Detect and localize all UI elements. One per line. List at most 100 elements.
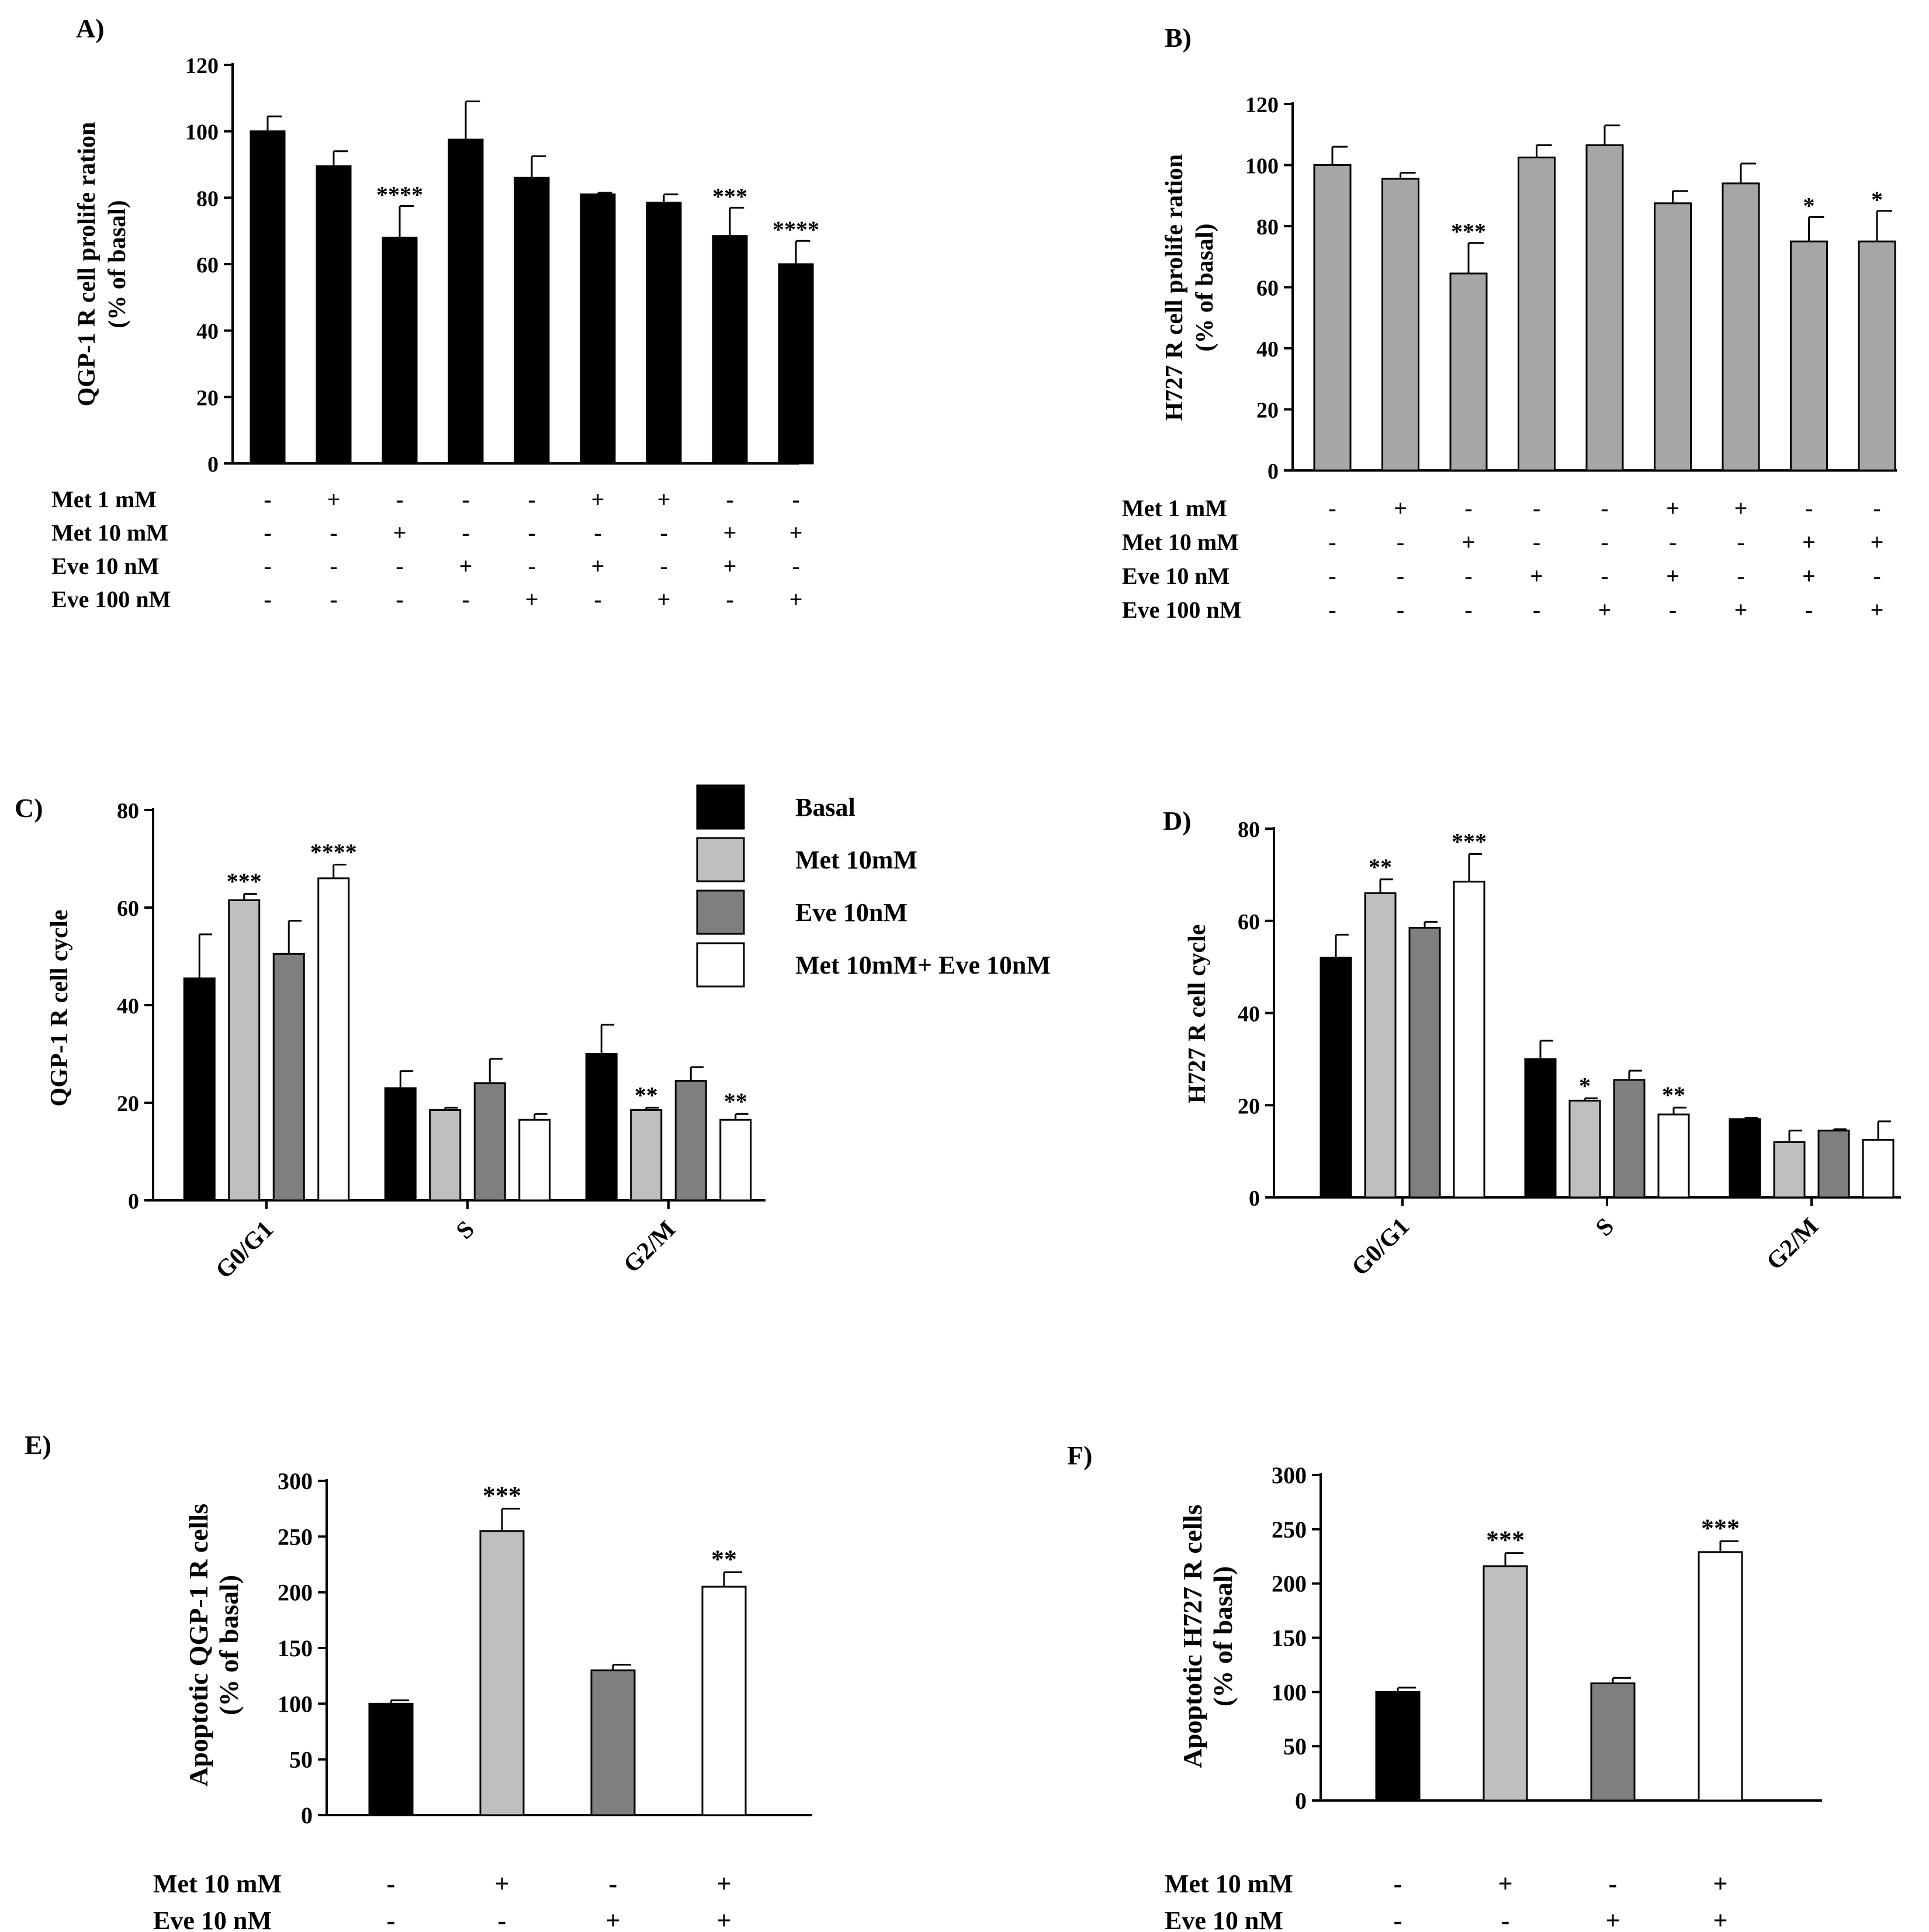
significance-label: *** [1452, 828, 1487, 854]
bar [1483, 1565, 1528, 1802]
treatment-mark: + [605, 1906, 620, 1932]
x-tick-label: G0/G1 [210, 1216, 279, 1284]
significance-label: * [1871, 186, 1883, 213]
y-tick-label: 0 [1267, 459, 1279, 484]
bar-met-10mm [1568, 1099, 1601, 1199]
significance-label: ** [724, 1088, 747, 1114]
significance-label: *** [483, 1481, 521, 1510]
y-tick-label: 100 [185, 120, 219, 145]
y-axis-label: Apoptotic QGP-1 R cells [183, 1504, 213, 1786]
legend-swatch [696, 942, 745, 988]
panel-e-chart: 0 50 100 150 200 250 300 E) Apoptotic QGP-1 R ce… [25, 1430, 812, 1932]
bar-eve-10nm [1817, 1130, 1850, 1199]
treatment-mark: - [528, 553, 535, 579]
significance-label: *** [1701, 1514, 1740, 1542]
treatment-mark: - [1328, 563, 1336, 589]
bar-basal [1729, 1118, 1761, 1199]
treatment-mark: - [1533, 495, 1540, 521]
x-tick-label: S [1591, 1213, 1619, 1242]
panel-a-chart: 0 20 40 60 80 100 120 A) QGP-1 R cell prolife ra… [51, 13, 819, 612]
treatment-mark: + [723, 520, 737, 546]
treatment-mark: - [792, 553, 799, 579]
bar-met-10mm [1364, 892, 1397, 1199]
treatment-mark: - [1397, 529, 1404, 555]
treatment-mark: - [1394, 1869, 1402, 1898]
treatment-mark: + [1666, 563, 1679, 589]
treatment-row-label: Eve 10 nM [153, 1906, 272, 1932]
y-tick-label: 20 [1238, 1094, 1260, 1119]
significance-label: ** [711, 1545, 737, 1573]
legend-swatch [696, 837, 745, 882]
treatment-mark: + [1666, 495, 1679, 521]
bar-basal [1524, 1058, 1557, 1199]
y-tick-label: 150 [1272, 1625, 1307, 1651]
bar-eve-10nm [674, 1079, 707, 1202]
treatment-mark: - [1464, 563, 1472, 589]
significance-label: ** [1369, 854, 1392, 880]
significance-label: *** [227, 868, 262, 895]
y-tick-label: 80 [117, 799, 139, 823]
treatment-mark: - [528, 520, 535, 546]
treatment-mark: + [1498, 1869, 1512, 1898]
treatment-mark: - [1601, 563, 1608, 589]
y-tick-label: 40 [1256, 337, 1279, 362]
bar-met-10mm [429, 1109, 462, 1202]
x-tick-label: S [451, 1216, 480, 1245]
bar [701, 1585, 747, 1816]
treatment-row-label: Met 10 mM [1122, 529, 1239, 555]
treatment-mark: + [327, 486, 341, 513]
significance-label: ** [1662, 1082, 1685, 1108]
treatment-mark: - [594, 520, 601, 546]
y-axis-label: H727 R cell cycle [1184, 925, 1211, 1104]
treatment-mark: - [528, 486, 535, 513]
y-tick-label: 200 [1272, 1571, 1307, 1597]
bar-met-10mm [630, 1109, 663, 1202]
treatment-mark: + [1802, 563, 1816, 589]
treatment-row-label: Met 10 mM [1165, 1869, 1293, 1898]
bar-met-10mm-eve-10nm [1657, 1113, 1690, 1199]
y-tick-label: 250 [278, 1524, 313, 1550]
treatment-mark: + [1871, 529, 1884, 555]
significance-label: **** [376, 182, 423, 208]
treatment-mark: + [657, 586, 671, 612]
treatment-mark: - [1533, 597, 1540, 623]
bar-met-10mm-eve-10nm [719, 1119, 752, 1202]
treatment-row-label: Met 10 mM [51, 520, 168, 546]
treatment-mark: - [396, 486, 403, 513]
treatment-mark: - [1805, 495, 1813, 521]
treatment-mark: + [789, 520, 803, 546]
y-tick-label: 20 [196, 386, 219, 410]
y-tick-label: 0 [301, 1802, 313, 1829]
legend-label: Met 10mM [795, 846, 917, 874]
treatment-mark: + [591, 553, 605, 579]
treatment-row-label: Met 10 mM [153, 1869, 282, 1898]
treatment-mark: - [330, 553, 337, 579]
y-tick-label: 100 [1272, 1679, 1307, 1705]
significance-label: **** [310, 839, 357, 865]
y-axis-label: (% of basal) [214, 1575, 244, 1715]
treatment-mark: - [462, 520, 469, 546]
bar-eve-10nm [272, 953, 305, 1202]
treatment-mark: - [1805, 597, 1813, 623]
treatment-mark: - [1464, 597, 1472, 623]
treatment-row-label: Eve 10 nM [1122, 563, 1230, 589]
treatment-mark: - [396, 586, 403, 612]
bar-met-10mm-eve-10nm [518, 1119, 551, 1202]
y-tick-label: 100 [278, 1691, 313, 1717]
bar [580, 193, 616, 465]
significance-label: * [1579, 1072, 1591, 1099]
bar [646, 202, 682, 465]
treatment-mark: + [789, 586, 803, 612]
bar [1449, 272, 1488, 472]
treatment-mark: - [396, 553, 403, 579]
y-tick-label: 80 [1256, 215, 1279, 240]
bar [250, 130, 286, 465]
treatment-mark: + [1598, 597, 1612, 623]
treatment-mark: + [716, 1869, 731, 1898]
treatment-mark: - [264, 553, 271, 579]
bar-basal [183, 977, 216, 1202]
significance-label: **** [773, 216, 819, 243]
treatment-mark: + [1734, 495, 1748, 521]
bar [368, 1702, 414, 1816]
bar [1375, 1691, 1421, 1802]
